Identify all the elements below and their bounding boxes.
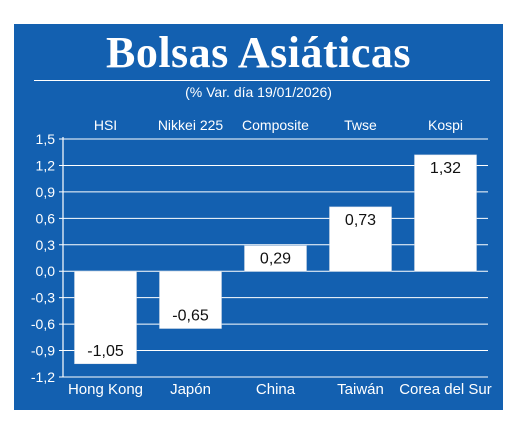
y-tick-label: 0,3 <box>36 237 56 253</box>
chart-panel: Bolsas Asiáticas (% Var. día 19/01/2026)… <box>14 24 503 410</box>
bar-value-label: -0,65 <box>172 308 209 325</box>
x-tick-label: Japón <box>170 381 211 398</box>
bar-value-label: 0,73 <box>345 212 376 229</box>
x-tick-label: Taiwán <box>337 381 384 398</box>
chart-title: Bolsas Asiáticas <box>105 28 412 77</box>
index-name-label: Nikkei 225 <box>158 117 224 133</box>
bar <box>329 206 392 272</box>
y-tick-label: 0,9 <box>36 184 56 200</box>
index-name-label: HSI <box>94 117 117 133</box>
y-tick-label: -1,2 <box>31 369 55 385</box>
y-tick-label: -0,9 <box>31 343 55 359</box>
bar <box>244 245 307 272</box>
bar-chart: 1,5 1,2 0,9 0,6 0,3 0,0 -0,3 -0,6 -0,9 -1,2 -1,05 H… <box>31 117 492 398</box>
y-tick-label: -0,3 <box>31 290 55 306</box>
bar-value-label: 1,32 <box>430 160 461 177</box>
bar-value-label: 0,29 <box>260 251 291 268</box>
title-divider <box>34 80 490 81</box>
y-tick-label: 1,2 <box>36 157 56 173</box>
chart-subtitle: (% Var. día 19/01/2026) <box>185 84 332 100</box>
y-tick-label: 0,6 <box>36 210 56 226</box>
y-tick-label: -0,6 <box>31 316 55 332</box>
index-name-label: Composite <box>242 117 309 133</box>
bar-value-label: -1,05 <box>87 343 124 360</box>
index-name-label: Kospi <box>428 117 463 133</box>
x-tick-label: Hong Kong <box>68 381 143 398</box>
bar <box>414 154 477 272</box>
bar <box>159 270 222 329</box>
y-tick-label: 1,5 <box>36 131 56 147</box>
x-tick-label: China <box>256 381 296 398</box>
y-tick-label: 0,0 <box>36 263 56 279</box>
index-name-label: Twse <box>344 117 377 133</box>
bar <box>74 270 137 365</box>
x-tick-label: Corea del Sur <box>399 381 492 398</box>
